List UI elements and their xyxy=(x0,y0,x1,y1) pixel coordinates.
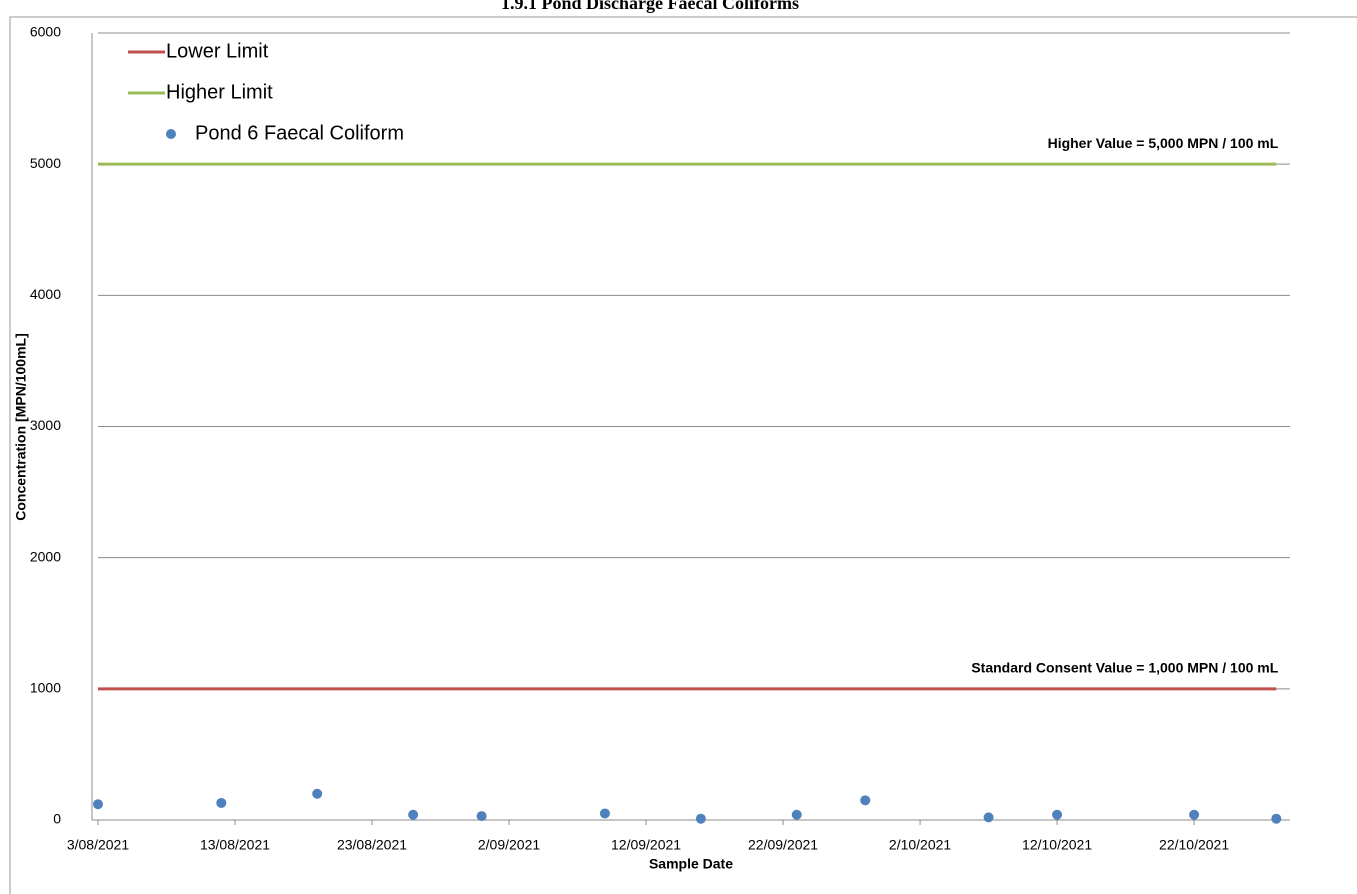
data-point xyxy=(216,797,227,808)
data-point xyxy=(860,795,871,806)
x-tick-label: 13/08/2021 xyxy=(200,837,270,853)
data-point xyxy=(312,788,323,799)
data-point xyxy=(408,809,419,820)
data-point xyxy=(983,812,994,823)
x-axis-label: Sample Date xyxy=(649,856,733,872)
y-tick-label: 5000 xyxy=(30,155,61,171)
data-point xyxy=(476,811,487,822)
data-point xyxy=(93,799,103,810)
data-point xyxy=(695,813,706,824)
legend-label: Pond 6 Faecal Coliform xyxy=(195,122,404,144)
annotation: Higher Value = 5,000 MPN / 100 mL xyxy=(1048,135,1279,151)
data-point xyxy=(1271,813,1282,824)
x-tick-label: 2/10/2021 xyxy=(889,837,951,853)
y-tick-label: 2000 xyxy=(30,548,61,564)
y-tick-label: 6000 xyxy=(30,24,61,40)
data-point xyxy=(1189,809,1200,820)
y-tick-label: 0 xyxy=(53,811,61,827)
y-tick-label: 4000 xyxy=(30,286,61,302)
x-tick-label: 2/09/2021 xyxy=(478,837,540,853)
legend-label: Lower Limit xyxy=(166,40,269,62)
y-tick-label: 3000 xyxy=(30,417,61,433)
x-tick-label: 22/10/2021 xyxy=(1159,837,1229,853)
data-point xyxy=(599,808,610,819)
y-tick-label: 1000 xyxy=(30,680,61,696)
x-tick-label: 12/09/2021 xyxy=(611,837,681,853)
y-axis-label: Concentration [MPN/100mL] xyxy=(13,333,29,520)
x-tick-label: 22/09/2021 xyxy=(748,837,818,853)
x-tick-label: 12/10/2021 xyxy=(1022,837,1092,853)
chart-frame xyxy=(9,16,1357,894)
x-tick-label: 23/08/2021 xyxy=(337,837,407,853)
legend-label: Higher Limit xyxy=(166,81,273,103)
data-point xyxy=(791,809,802,820)
data-point xyxy=(1052,809,1063,820)
chart-title: 1.9.1 Pond Discharge Faecal Coliforms xyxy=(501,0,799,13)
x-tick-label: 3/08/2021 xyxy=(67,837,129,853)
annotation: Standard Consent Value = 1,000 MPN / 100… xyxy=(971,660,1278,676)
legend-swatch xyxy=(166,129,176,139)
